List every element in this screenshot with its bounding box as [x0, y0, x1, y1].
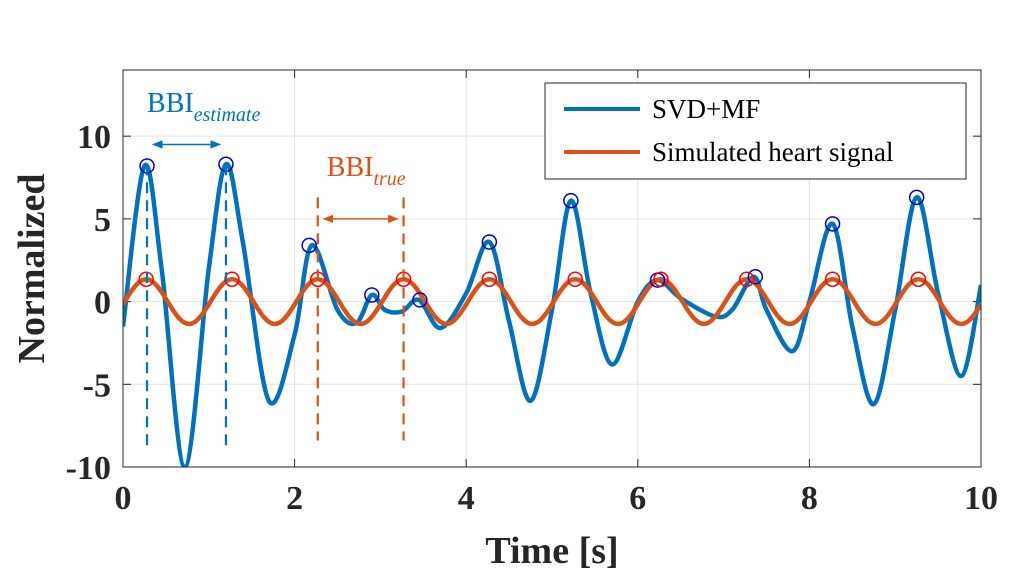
- y-tick-label: 0: [94, 285, 111, 322]
- peak-marker-svdmf: [481, 234, 498, 250]
- y-tick-label: 5: [94, 202, 111, 239]
- peak-marker-svdmf: [364, 287, 380, 303]
- peak-marker-svdmf: [563, 192, 579, 209]
- bbi-label-sub: true: [373, 168, 405, 190]
- peak-marker-heart: [910, 271, 927, 288]
- peak-marker-svdmf: [908, 189, 925, 206]
- bbi-label-sub: estimate: [194, 104, 261, 126]
- x-tick-label: 4: [458, 480, 475, 517]
- peak-marker-heart: [824, 271, 841, 288]
- bbi-label-main: BBI: [147, 88, 194, 119]
- peak-marker-heart: [567, 271, 583, 288]
- bbi-label-main: BBI: [327, 152, 374, 183]
- bbi-label: BBIestimate: [147, 88, 260, 126]
- legend-box: [544, 82, 967, 180]
- peak-marker-svdmf: [747, 269, 764, 285]
- y-tick-label: -10: [66, 450, 111, 487]
- peak-marker-heart: [138, 271, 154, 288]
- peak-marker-heart: [481, 271, 498, 288]
- plot-frame: [122, 69, 982, 468]
- peak-marker-svdmf: [412, 292, 428, 308]
- x-tick-label: 2: [286, 480, 303, 517]
- y-axis-label: Normalized: [11, 174, 53, 364]
- x-tick-label: 0: [115, 480, 132, 517]
- x-tick-label: 8: [801, 480, 818, 517]
- peak-marker-heart: [653, 271, 669, 288]
- peak-marker-heart: [739, 271, 755, 288]
- x-tick-label: 10: [964, 480, 998, 517]
- legend-label-heart: Simulated heart signal: [652, 137, 893, 167]
- bbi-label: BBItrue: [327, 152, 406, 190]
- legend: SVD+MF Simulated heart signal: [544, 82, 967, 180]
- x-tick-label: 6: [629, 480, 646, 517]
- x-axis-label: Time [s]: [485, 530, 618, 572]
- tick-labels: 0 2 4 6 8 10 -10 -5 0 5 10: [66, 119, 998, 517]
- peak-marker-svdmf: [301, 237, 317, 254]
- series-line-svdmf: [123, 162, 981, 467]
- peak-marker-svdmf: [824, 216, 841, 232]
- y-tick-label: 10: [77, 119, 111, 156]
- series-line-heart: [123, 277, 981, 327]
- y-tick-label: -5: [83, 367, 111, 404]
- legend-label-svdmf: SVD+MF: [652, 94, 760, 124]
- series-layer: [123, 162, 981, 467]
